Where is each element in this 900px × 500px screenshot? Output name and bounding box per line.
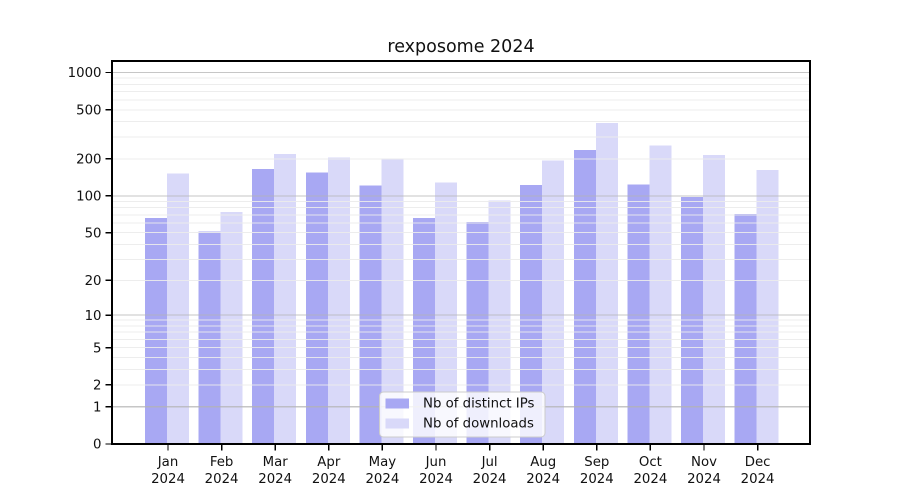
x-tick-label-month-dec: Dec [745, 455, 771, 470]
y-tick-label-0: 0 [93, 438, 101, 453]
x-tick-label-year-jun: 2024 [419, 472, 453, 487]
bar-apr-downloads [327, 157, 350, 445]
y-tick-label-2: 2 [93, 379, 101, 394]
x-tick-label-month-feb: Feb [210, 455, 234, 470]
y-tick-label-1000: 1000 [68, 66, 102, 81]
y-tick-label-1: 1 [93, 400, 101, 415]
x-tick-label-year-mar: 2024 [258, 472, 292, 487]
bar-mar-distinct-ips [252, 169, 275, 444]
bar-jul-downloads [488, 200, 511, 444]
bar-jun-distinct-ips [413, 217, 435, 444]
x-tick-label-year-jan: 2024 [151, 472, 185, 487]
legend-box [379, 391, 546, 438]
bar-sep-downloads [595, 123, 618, 444]
x-tick-label-year-sep: 2024 [580, 472, 614, 487]
x-tick-label-month-oct: Oct [639, 455, 662, 470]
bar-feb-distinct-ips [198, 231, 221, 444]
x-tick-label-month-aug: Aug [530, 455, 556, 470]
x-tick-label-year-nov: 2024 [687, 472, 721, 487]
y-tick-label-500: 500 [76, 104, 101, 119]
x-tick-label-year-apr: 2024 [312, 472, 346, 487]
y-tick-label-10: 10 [85, 309, 102, 324]
x-tick-label-month-apr: Apr [317, 455, 341, 470]
bar-apr-distinct-ips [305, 172, 328, 444]
y-tick-label-50: 50 [85, 226, 102, 241]
bar-jan-downloads [167, 173, 189, 444]
y-tick-label-100: 100 [76, 190, 101, 205]
grid-minor-layer [112, 77, 810, 386]
bar-jul-distinct-ips [466, 222, 489, 444]
y-tick-label-200: 200 [76, 153, 101, 168]
x-tick-label-year-aug: 2024 [526, 472, 560, 487]
labels-layer: 0 1 2 5 10 20 50 100 200 500 1000 Jan 2024 Feb 2024 Mar… [68, 66, 775, 487]
x-tick-label-month-jun: Jun [425, 455, 447, 470]
bar-dec-downloads [756, 169, 779, 445]
axis-layer [111, 60, 811, 445]
bar-aug-downloads [542, 160, 565, 444]
legend-swatch-distinct-ips [385, 398, 409, 409]
bar-feb-downloads [220, 211, 243, 444]
x-tick-label-month-may: May [369, 455, 397, 470]
bar-aug-distinct-ips [520, 184, 543, 445]
x-tick-label-month-jan: Jan [157, 455, 179, 470]
bar-oct-distinct-ips [627, 184, 650, 444]
legend: Nb of distinct IPs Nb of downloads [379, 391, 546, 438]
y-tick-label-20: 20 [85, 274, 102, 289]
bar-jun-downloads [435, 182, 457, 444]
x-tick-label-month-nov: Nov [691, 455, 717, 470]
x-tick-label-year-feb: 2024 [205, 472, 239, 487]
bar-mar-downloads [274, 153, 297, 445]
x-tick-label-year-dec: 2024 [741, 472, 775, 487]
bar-dec-distinct-ips [734, 214, 757, 444]
chart-title: rexposome 2024 [387, 37, 534, 57]
x-tick-label-year-jul: 2024 [473, 472, 507, 487]
bar-sep-distinct-ips [573, 150, 596, 444]
legend-swatch-downloads [385, 418, 409, 429]
ticks-layer [105, 71, 759, 451]
x-tick-label-month-sep: Sep [584, 455, 609, 470]
bar-nov-downloads [703, 155, 725, 444]
x-tick-label-month-jul: Jul [481, 455, 498, 470]
x-tick-label-year-may: 2024 [365, 472, 399, 487]
x-tick-label-year-oct: 2024 [633, 472, 667, 487]
bar-may-downloads [381, 158, 404, 444]
bar-oct-downloads [649, 145, 672, 444]
x-tick-label-month-mar: Mar [263, 455, 289, 470]
bar-jan-distinct-ips [145, 217, 167, 444]
plot-frame [111, 60, 811, 445]
legend-label-downloads: Nb of downloads [423, 417, 534, 432]
y-tick-label-5: 5 [93, 341, 101, 356]
legend-label-distinct-ips: Nb of distinct IPs [423, 397, 535, 412]
